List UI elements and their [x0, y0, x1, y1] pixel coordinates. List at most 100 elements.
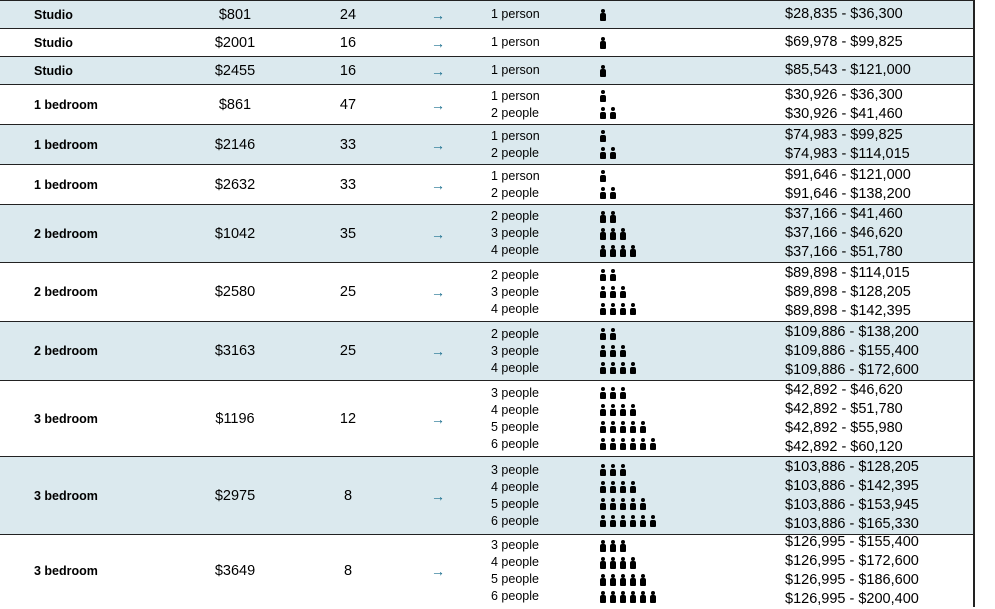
person-icons — [599, 128, 619, 145]
person-icon — [629, 515, 636, 527]
unit-type: Studio — [34, 7, 73, 22]
person-icon — [609, 328, 616, 340]
person-icons — [599, 208, 639, 225]
person-icon — [599, 107, 606, 119]
arrow-right-icon: → — [431, 225, 445, 242]
person-icon — [649, 438, 656, 450]
person-icon — [639, 421, 646, 433]
household-size: 4 people — [491, 555, 539, 569]
income-range: $42,892 - $55,980 — [785, 419, 903, 436]
person-icon — [629, 362, 636, 374]
unit-type: 3 bedroom — [34, 564, 98, 578]
person-icon — [599, 90, 606, 102]
person-icon — [599, 481, 606, 493]
table-row: Studio $801 24 → 1 person $28,835 - $36,300 — [0, 0, 973, 28]
unit-count: 8 — [343, 563, 353, 579]
household-size-list: 1 person 2 people — [491, 125, 540, 164]
person-icon — [599, 303, 606, 315]
person-icon — [619, 590, 626, 603]
household-icons — [599, 85, 619, 124]
household-size: 4 people — [491, 301, 539, 316]
household-size: 1 person — [491, 128, 540, 143]
household-size: 3 people — [491, 385, 539, 400]
person-icon — [599, 387, 606, 399]
household-size-list: 1 person 2 people — [491, 85, 540, 124]
household-size: 4 people — [491, 243, 539, 257]
person-icons — [599, 267, 639, 284]
person-icon — [629, 481, 636, 493]
household-size: 3 people — [491, 538, 539, 552]
household-size: 1 person — [491, 88, 540, 103]
income-range: $74,983 - $114,015 — [785, 145, 910, 162]
income-range: $91,646 - $121,000 — [785, 166, 911, 183]
person-icon — [609, 539, 616, 552]
monthly-rent: $2975 — [214, 487, 256, 504]
person-icon — [609, 345, 616, 357]
household-size: 3 people — [491, 462, 539, 477]
income-range: $89,898 - $128,205 — [785, 283, 911, 300]
unit-count: 8 — [343, 487, 353, 504]
person-icon — [599, 498, 606, 510]
income-range: $91,646 - $138,200 — [785, 185, 911, 202]
person-icon — [619, 303, 626, 315]
person-icon — [599, 64, 606, 77]
person-icon — [599, 556, 606, 569]
person-icons — [599, 436, 659, 453]
person-icon — [619, 515, 626, 527]
income-range: $37,166 - $41,460 — [785, 206, 903, 222]
income-range-list: $89,898 - $114,015 $89,898 - $128,205 $89,… — [785, 263, 911, 321]
household-size: 5 people — [491, 572, 539, 586]
household-size-list: 1 person — [491, 29, 540, 56]
income-range-list: $69,978 - $99,825 — [785, 29, 903, 56]
person-icon — [599, 590, 606, 603]
person-icon — [619, 362, 626, 374]
household-size-list: 3 people 4 people 5 people 6 people — [491, 535, 539, 607]
income-range-list: $91,646 - $121,000 $91,646 - $138,200 — [785, 165, 911, 204]
income-range: $37,166 - $51,780 — [785, 244, 903, 260]
household-icons — [599, 1, 609, 28]
person-icon — [599, 147, 606, 159]
unit-type: Studio — [34, 35, 73, 50]
income-range-list: $30,926 - $36,300 $30,926 - $41,460 — [785, 85, 903, 124]
unit-count: 47 — [339, 96, 357, 113]
person-icon — [639, 515, 646, 527]
unit-type: 3 bedroom — [34, 411, 98, 426]
person-icon — [599, 421, 606, 433]
income-range: $30,926 - $41,460 — [785, 105, 903, 122]
person-icon — [609, 107, 616, 119]
person-icon — [619, 404, 626, 416]
person-icon — [639, 438, 646, 450]
person-icon — [639, 590, 646, 603]
person-icon — [619, 556, 626, 569]
person-icon — [649, 515, 656, 527]
person-icon — [629, 498, 636, 510]
household-icons — [599, 205, 639, 262]
table-row: 2 bedroom $2580 25 → 2 people 3 people 4 peopl… — [0, 262, 973, 321]
household-icons — [599, 322, 639, 380]
income-range: $126,995 - $200,400 — [785, 591, 919, 607]
person-icon — [619, 387, 626, 399]
unit-count: 35 — [339, 225, 357, 242]
income-range: $69,978 - $99,825 — [785, 34, 903, 50]
arrow-right-icon: → — [431, 34, 445, 51]
person-icons — [599, 62, 609, 79]
person-icon — [609, 464, 616, 476]
arrow-right-icon: → — [431, 136, 445, 153]
person-icons — [599, 588, 659, 605]
person-icon — [599, 539, 606, 552]
person-icon — [609, 362, 616, 374]
household-size-list: 2 people 3 people 4 people — [491, 322, 539, 380]
person-icon — [629, 556, 636, 569]
person-icon — [609, 387, 616, 399]
person-icon — [599, 404, 606, 416]
income-range: $42,892 - $51,780 — [785, 400, 903, 417]
person-icon — [619, 481, 626, 493]
person-icon — [609, 404, 616, 416]
household-size: 3 people — [491, 284, 539, 299]
income-range: $109,886 - $172,600 — [785, 361, 919, 378]
unit-type: Studio — [34, 63, 73, 78]
person-icons — [599, 6, 609, 23]
person-icons — [599, 462, 659, 479]
person-icons — [599, 88, 619, 105]
unit-count: 25 — [339, 284, 357, 300]
